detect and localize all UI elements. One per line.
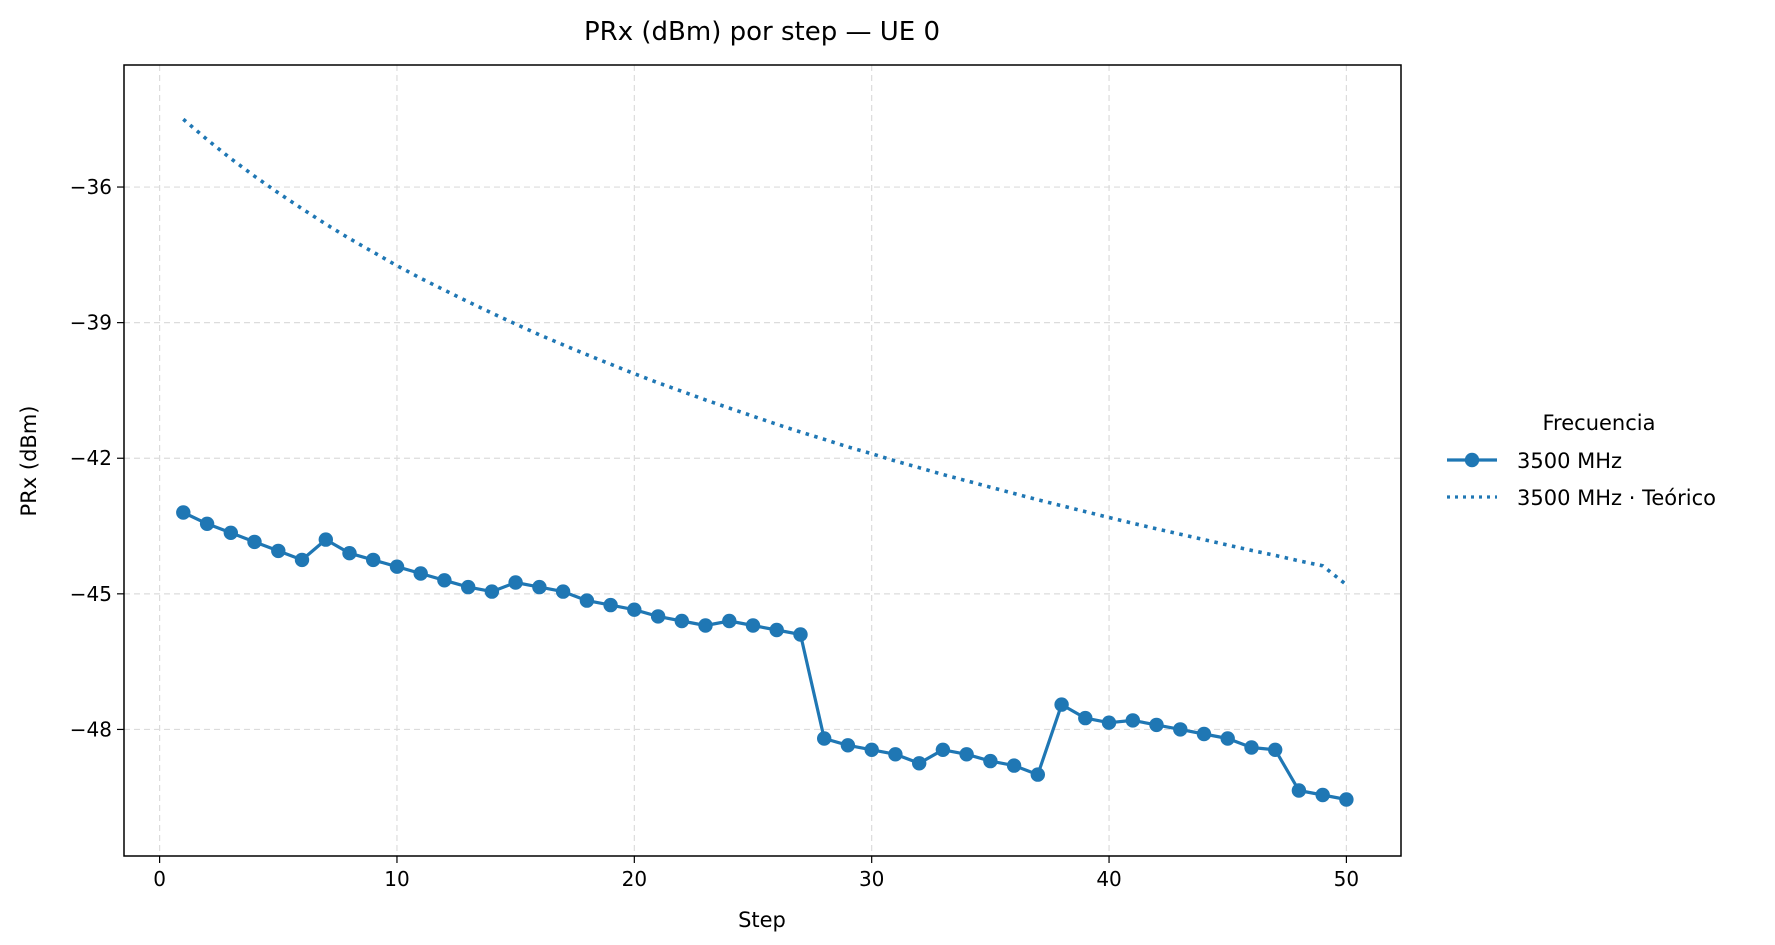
data-point bbox=[1006, 758, 1022, 773]
data-point bbox=[1244, 740, 1259, 755]
data-point bbox=[1173, 722, 1188, 737]
y-tick-label: −45 bbox=[70, 582, 112, 606]
data-point bbox=[294, 552, 310, 568]
legend-entry-measured: 3500 MHz bbox=[1447, 449, 1622, 473]
data-point bbox=[603, 597, 618, 613]
data-point bbox=[366, 552, 381, 568]
series-line-measured bbox=[182, 511, 1347, 802]
data-point bbox=[579, 593, 595, 608]
x-tick-label: 0 bbox=[153, 867, 166, 891]
data-point bbox=[912, 756, 927, 771]
chart-title: PRx (dBm) por step — UE 0 bbox=[584, 17, 940, 47]
data-point bbox=[389, 559, 405, 574]
data-point bbox=[342, 546, 357, 561]
legend: Frecuencia 3500 MHz 3500 MHz · Teórico bbox=[1447, 411, 1716, 510]
data-point bbox=[1101, 715, 1117, 730]
grid bbox=[124, 65, 1401, 856]
data-point bbox=[627, 602, 642, 617]
data-point bbox=[223, 525, 238, 540]
data-point bbox=[1125, 713, 1141, 728]
legend-marker-measured bbox=[1464, 452, 1480, 468]
data-point bbox=[864, 742, 879, 757]
legend-title: Frecuencia bbox=[1543, 411, 1656, 435]
data-point bbox=[1220, 731, 1235, 746]
data-point bbox=[769, 622, 784, 638]
data-point bbox=[722, 613, 737, 629]
data-point bbox=[793, 627, 808, 642]
data-point bbox=[959, 747, 974, 762]
x-tick-label: 30 bbox=[859, 867, 884, 891]
data-point bbox=[1196, 726, 1212, 742]
data-point bbox=[532, 579, 547, 595]
data-point bbox=[935, 742, 951, 757]
data-point bbox=[413, 566, 428, 581]
legend-entry-theoretical: 3500 MHz · Teórico bbox=[1447, 486, 1716, 510]
data-point bbox=[1054, 697, 1069, 712]
data-point bbox=[555, 584, 571, 599]
data-point bbox=[508, 575, 523, 590]
y-tick-label: −48 bbox=[70, 717, 112, 741]
data-point bbox=[199, 516, 215, 531]
x-tick-label: 40 bbox=[1096, 867, 1121, 891]
data-point bbox=[1315, 787, 1330, 803]
data-point bbox=[247, 534, 262, 550]
data-point bbox=[745, 618, 761, 633]
data-point bbox=[817, 731, 832, 746]
y-tick-label: −42 bbox=[70, 446, 112, 470]
plot-area bbox=[176, 117, 1354, 807]
data-point bbox=[1030, 767, 1046, 782]
data-point bbox=[1339, 792, 1354, 807]
series-line-theoretical bbox=[182, 117, 1348, 587]
data-point bbox=[840, 738, 856, 753]
data-point bbox=[318, 532, 333, 547]
data-point bbox=[484, 584, 500, 599]
plot-frame bbox=[123, 64, 1402, 857]
data-point bbox=[271, 543, 286, 559]
data-point bbox=[437, 573, 452, 588]
data-point bbox=[888, 747, 903, 762]
x-axis-label: Step bbox=[738, 908, 786, 932]
legend-label-measured: 3500 MHz bbox=[1517, 449, 1622, 473]
data-point bbox=[176, 505, 191, 520]
y-axis-label: PRx (dBm) bbox=[17, 406, 41, 517]
data-point bbox=[1268, 742, 1283, 757]
data-point bbox=[983, 753, 998, 769]
data-point bbox=[1149, 717, 1164, 733]
data-point bbox=[650, 609, 666, 624]
y-tick-label: −36 bbox=[70, 175, 112, 199]
axis-ticks: 0 10 20 30 40 50 −36 −39 −42 −45 −48 bbox=[70, 175, 1359, 891]
data-point bbox=[1078, 710, 1093, 726]
y-tick-label: −39 bbox=[70, 311, 112, 335]
x-tick-label: 20 bbox=[622, 867, 647, 891]
data-point bbox=[674, 613, 689, 629]
data-point bbox=[1291, 783, 1307, 798]
x-tick-label: 50 bbox=[1334, 867, 1359, 891]
data-point bbox=[698, 618, 713, 633]
data-point bbox=[461, 579, 476, 595]
x-tick-label: 10 bbox=[384, 867, 409, 891]
legend-label-theoretical: 3500 MHz · Teórico bbox=[1517, 486, 1716, 510]
